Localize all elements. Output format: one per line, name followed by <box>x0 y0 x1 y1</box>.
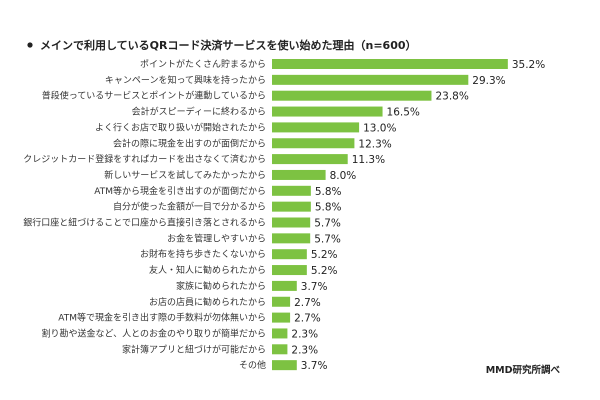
category-label: 割り勘や送金など、人とのお金のやり取りが簡単だから <box>42 327 266 339</box>
category-label: ATM等で現金を引き出す際の手数料が勿体無いから <box>58 312 266 324</box>
bar <box>272 106 383 117</box>
title-bullet-icon <box>27 42 33 48</box>
category-label: 普段使っているサービスとポイントが連動しているから <box>42 90 266 102</box>
value-label: 35.2% <box>512 59 545 71</box>
value-label: 12.3% <box>358 138 391 150</box>
category-label: 自分が使った金額が一目で分かるから <box>113 201 266 213</box>
value-label: 5.7% <box>314 218 341 230</box>
bar <box>272 138 355 149</box>
bar <box>272 169 326 180</box>
category-label: 会計の際に現金を出すのが面倒だから <box>113 137 266 149</box>
value-label: 5.7% <box>314 233 341 245</box>
bar <box>272 312 291 323</box>
value-label: 29.3% <box>472 75 505 87</box>
category-label: 家族に勧められたから <box>176 280 266 292</box>
value-label: 2.3% <box>291 328 318 340</box>
value-label: 3.7% <box>301 360 328 372</box>
bar <box>272 265 307 276</box>
bar <box>272 201 311 212</box>
category-label: 友人・知人に勧められたから <box>149 264 266 276</box>
category-label: キャンペーンを知って興味を持ったから <box>105 74 266 86</box>
value-label: 5.8% <box>315 202 342 214</box>
bar <box>272 122 360 133</box>
bar <box>272 233 311 244</box>
value-label: 2.7% <box>294 313 321 325</box>
bar <box>272 90 432 101</box>
value-label: 2.3% <box>291 344 318 356</box>
source-note: MMD研究所調べ <box>486 364 561 376</box>
value-label: 3.7% <box>301 281 328 293</box>
value-label: 2.7% <box>294 297 321 309</box>
category-label: ポイントがたくさん貯まるから <box>140 58 266 70</box>
category-label: よく行くお店で取り扱いが開始されたから <box>95 121 266 133</box>
value-label: 16.5% <box>387 107 420 119</box>
category-label: お店の店員に勧められたから <box>149 296 266 308</box>
category-label: クレジットカード登録をすればカードを出さなくて済むから <box>23 153 266 165</box>
value-label: 5.2% <box>311 265 338 277</box>
category-label: お金を管理しやすいから <box>167 232 266 244</box>
bar <box>272 154 348 165</box>
value-label: 8.0% <box>330 170 357 182</box>
category-label: お財布を持ち歩きたくないから <box>140 248 266 260</box>
value-label: 5.8% <box>315 186 342 198</box>
category-label: その他 <box>239 359 266 371</box>
bar <box>272 344 288 355</box>
bar <box>272 360 297 371</box>
bar <box>272 74 469 85</box>
bar-group: ポイントがたくさん貯まるから 35.2% キャンペーンを知って興味を持ったから 29.… <box>23 58 545 372</box>
bar <box>272 328 288 339</box>
value-label: 23.8% <box>435 91 468 103</box>
bar <box>272 59 508 69</box>
value-label: 11.3% <box>352 154 385 166</box>
bar <box>272 249 307 260</box>
category-label: 家計簿アプリと紐づけが可能だから <box>122 343 266 355</box>
category-label: 会計がスピーディーに終わるから <box>132 106 266 118</box>
chart-title: メインで利用しているQRコード決済サービスを使い始めた理由（n=600） <box>40 38 417 52</box>
value-label: 13.0% <box>363 122 396 134</box>
category-label: 銀行口座と紐づけることで口座から直接引き落とされるから <box>23 217 266 229</box>
bar <box>272 296 291 307</box>
bar <box>272 280 297 291</box>
category-label: 新しいサービスを試してみたかったから <box>104 169 266 181</box>
bar <box>272 185 311 196</box>
category-label: ATM等から現金を引き出すのが面倒だから <box>94 185 266 197</box>
bar <box>272 217 311 228</box>
value-label: 5.2% <box>311 249 338 261</box>
